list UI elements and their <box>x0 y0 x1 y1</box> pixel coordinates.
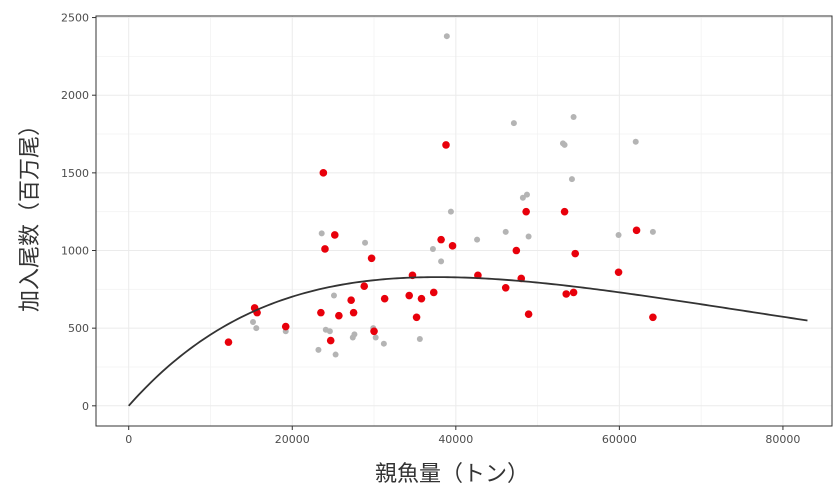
gray-data-point <box>632 138 639 145</box>
red-data-point <box>571 249 580 258</box>
gray-data-point <box>568 176 575 183</box>
gray-data-point <box>332 351 339 358</box>
grid-major <box>96 16 832 426</box>
red-data-point <box>614 268 623 277</box>
red-data-point <box>335 311 343 320</box>
gray-data-point <box>250 318 257 325</box>
y-tick-label: 2500 <box>61 12 89 25</box>
gray-data-point <box>330 292 337 299</box>
gray-data-point <box>474 236 481 243</box>
x-tick-label: 0 <box>125 433 132 446</box>
red-data-point <box>522 207 530 216</box>
gray-data-point <box>362 239 369 246</box>
red-data-point <box>319 169 328 177</box>
plot-panel-border <box>95 15 833 427</box>
gray-data-point <box>351 331 358 338</box>
red-data-point <box>501 283 510 292</box>
gray-data-point <box>253 325 260 332</box>
gray-data-point <box>326 328 333 335</box>
gray-data-point <box>570 113 577 120</box>
red-data-point <box>347 296 355 305</box>
y-axis: 0 500 1000 1500 2000 2500 <box>61 12 96 413</box>
red-data-point <box>370 327 378 336</box>
gray-data-point <box>380 340 387 347</box>
gray-data-point <box>416 336 423 343</box>
red-data-point <box>321 245 329 253</box>
y-tick-label: 2000 <box>61 89 89 102</box>
x-axis: 0 20000 40000 60000 80000 <box>125 426 800 446</box>
red-data-point <box>349 308 358 317</box>
red-data-point <box>367 254 376 263</box>
red-data-point <box>360 282 369 291</box>
gray-data-point <box>429 245 436 252</box>
red-points-layer <box>224 141 657 346</box>
red-data-point <box>437 235 445 244</box>
red-data-point <box>562 290 571 298</box>
gray-data-point <box>502 228 509 235</box>
plot-background <box>96 16 832 426</box>
red-data-point <box>317 308 325 317</box>
gray-data-point <box>447 208 454 215</box>
red-data-point <box>326 336 335 345</box>
gray-data-point <box>649 228 656 235</box>
red-data-point <box>281 322 290 331</box>
red-data-point <box>405 291 414 300</box>
gray-data-point <box>615 231 622 238</box>
red-data-point <box>380 294 389 303</box>
x-axis-title: 親魚量（トン） <box>375 462 529 487</box>
red-data-point <box>412 313 421 322</box>
red-data-point <box>448 242 457 250</box>
x-tick-label: 40000 <box>438 433 473 446</box>
gray-data-point <box>438 258 445 265</box>
grid-minor <box>96 16 832 426</box>
red-data-point <box>442 141 450 149</box>
y-tick-label: 1000 <box>61 245 89 258</box>
gray-data-point <box>519 194 526 201</box>
gray-data-point <box>318 230 325 237</box>
gray-data-point <box>372 334 379 341</box>
gray-data-point <box>561 141 568 148</box>
fitted-curve <box>128 276 808 407</box>
x-tick-label: 20000 <box>275 433 310 446</box>
gray-data-point <box>523 191 530 198</box>
red-data-point <box>560 207 569 216</box>
red-data-point <box>512 246 521 255</box>
x-tick-label: 60000 <box>602 433 637 446</box>
x-tick-label: 80000 <box>765 433 800 446</box>
gray-data-point <box>510 120 517 127</box>
y-tick-label: 0 <box>82 400 89 413</box>
red-data-point <box>330 231 339 239</box>
red-data-point <box>632 226 641 235</box>
y-tick-label: 500 <box>68 322 89 335</box>
y-tick-label: 1500 <box>61 167 89 180</box>
red-data-point <box>569 288 578 297</box>
red-data-point <box>649 313 657 322</box>
gray-points-layer <box>250 33 656 358</box>
red-data-point <box>224 338 233 346</box>
gray-data-point <box>443 33 450 40</box>
red-data-point <box>417 294 426 303</box>
gray-data-point <box>525 233 532 240</box>
gray-data-point <box>315 346 322 353</box>
y-axis-title: 加入尾数（百万尾） <box>18 114 43 312</box>
red-data-point <box>524 310 533 318</box>
red-data-point <box>429 288 438 297</box>
